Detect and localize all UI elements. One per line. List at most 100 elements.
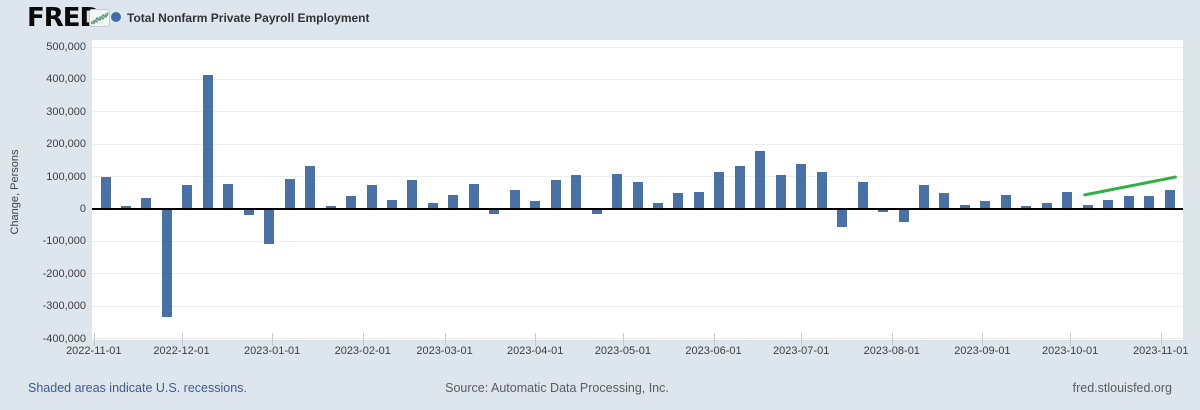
x-tick-label: 2023-06-01	[685, 345, 742, 357]
x-tick	[182, 333, 183, 346]
bar[interactable]	[918, 185, 929, 210]
y-tick-label: 200,000	[46, 138, 86, 151]
x-tick-label: 2023-05-01	[594, 345, 652, 357]
x-tick	[1161, 333, 1162, 346]
bar[interactable]	[837, 210, 848, 227]
bar[interactable]	[898, 210, 909, 222]
bar[interactable]	[1144, 196, 1155, 210]
bar[interactable]	[366, 185, 377, 210]
x-tick-label: 2023-07-01	[773, 345, 830, 357]
y-tick-label: 100,000	[46, 170, 86, 183]
bar[interactable]	[755, 151, 766, 210]
recessions-note-link[interactable]: Shaded areas indicate U.S. recessions.	[28, 381, 247, 395]
bar[interactable]	[1041, 202, 1052, 210]
plot-area[interactable]	[92, 40, 1183, 340]
fred-logo[interactable]: FRED	[27, 3, 106, 33]
trend-line[interactable]	[1083, 175, 1177, 197]
series-title: Total Nonfarm Private Payroll Employment	[127, 11, 370, 25]
x-tick-label: 2022-12-01	[153, 345, 210, 357]
x-tick	[1070, 333, 1071, 346]
bar[interactable]	[1082, 204, 1093, 210]
bar[interactable]	[939, 193, 950, 210]
bar[interactable]	[878, 210, 889, 213]
bar[interactable]	[100, 177, 111, 210]
bar[interactable]	[571, 175, 582, 210]
x-tick	[94, 333, 95, 346]
bar[interactable]	[243, 210, 254, 216]
bar[interactable]	[816, 172, 827, 210]
bar[interactable]	[141, 198, 152, 210]
bar[interactable]	[796, 164, 807, 210]
bar[interactable]	[959, 204, 970, 210]
grid-line	[92, 306, 1183, 307]
x-tick-label: 2023-11-01	[1132, 345, 1189, 357]
x-tick-label: 2023-03-01	[416, 345, 473, 357]
bar[interactable]	[550, 180, 561, 210]
bar[interactable]	[223, 183, 234, 210]
bar[interactable]	[120, 206, 131, 210]
grid-line	[92, 79, 1183, 80]
x-tick-label: 2023-01-01	[243, 345, 301, 357]
y-axis-title: Change, Persons	[9, 149, 21, 235]
bar[interactable]	[734, 165, 745, 210]
x-tick	[623, 333, 624, 346]
source-text: Source: Automatic Data Processing, Inc.	[445, 381, 669, 395]
bar[interactable]	[632, 181, 643, 210]
bar[interactable]	[980, 201, 991, 210]
y-tick-label: -200,000	[42, 267, 86, 280]
x-tick-label: 2023-09-01	[954, 345, 1011, 357]
bar[interactable]	[489, 210, 500, 214]
bar[interactable]	[714, 172, 725, 210]
bar[interactable]	[264, 210, 275, 245]
bar[interactable]	[509, 190, 520, 210]
grid-line	[92, 338, 1183, 339]
x-tick	[272, 333, 273, 346]
fred-site-link[interactable]: fred.stlouisfed.org	[1072, 381, 1172, 395]
x-tick	[363, 333, 364, 346]
x-tick	[714, 333, 715, 346]
y-tick-label: -400,000	[42, 332, 86, 345]
bar[interactable]	[693, 191, 704, 210]
bar[interactable]	[652, 202, 663, 210]
bar[interactable]	[1103, 199, 1114, 210]
bar[interactable]	[284, 178, 295, 210]
bar[interactable]	[530, 201, 541, 210]
bar[interactable]	[202, 75, 213, 210]
grid-line	[92, 111, 1183, 112]
zero-line	[92, 208, 1183, 211]
y-tick-label: -300,000	[42, 300, 86, 313]
bar[interactable]	[325, 206, 336, 210]
bar[interactable]	[673, 193, 684, 210]
x-tick-label: 2022-11-01	[66, 345, 122, 357]
x-tick-label: 2023-08-01	[863, 345, 920, 357]
bar[interactable]	[775, 175, 786, 210]
bar[interactable]	[182, 185, 193, 210]
bar[interactable]	[468, 183, 479, 210]
bar[interactable]	[305, 165, 316, 210]
x-tick	[982, 333, 983, 346]
x-tick-label: 2023-02-01	[334, 345, 391, 357]
grid-line	[92, 176, 1183, 177]
bar[interactable]	[591, 210, 602, 214]
bar[interactable]	[1123, 196, 1134, 210]
bar[interactable]	[1021, 206, 1032, 210]
bar[interactable]	[161, 210, 172, 318]
series-legend-dot	[111, 12, 121, 22]
bar[interactable]	[1062, 191, 1073, 210]
bar[interactable]	[857, 181, 868, 210]
x-tick	[445, 333, 446, 346]
bar[interactable]	[386, 199, 397, 210]
grid-line	[92, 144, 1183, 145]
bar[interactable]	[448, 194, 459, 210]
y-tick-label: -100,000	[42, 235, 86, 248]
bar[interactable]	[1164, 190, 1175, 210]
bar[interactable]	[346, 196, 357, 210]
x-tick-label: 2023-04-01	[507, 345, 564, 357]
bar[interactable]	[1000, 194, 1011, 210]
y-tick-label: 400,000	[46, 73, 86, 86]
grid-line	[92, 273, 1183, 274]
grid-line	[92, 241, 1183, 242]
bar[interactable]	[407, 180, 418, 210]
bar[interactable]	[612, 173, 623, 210]
bar[interactable]	[427, 202, 438, 210]
